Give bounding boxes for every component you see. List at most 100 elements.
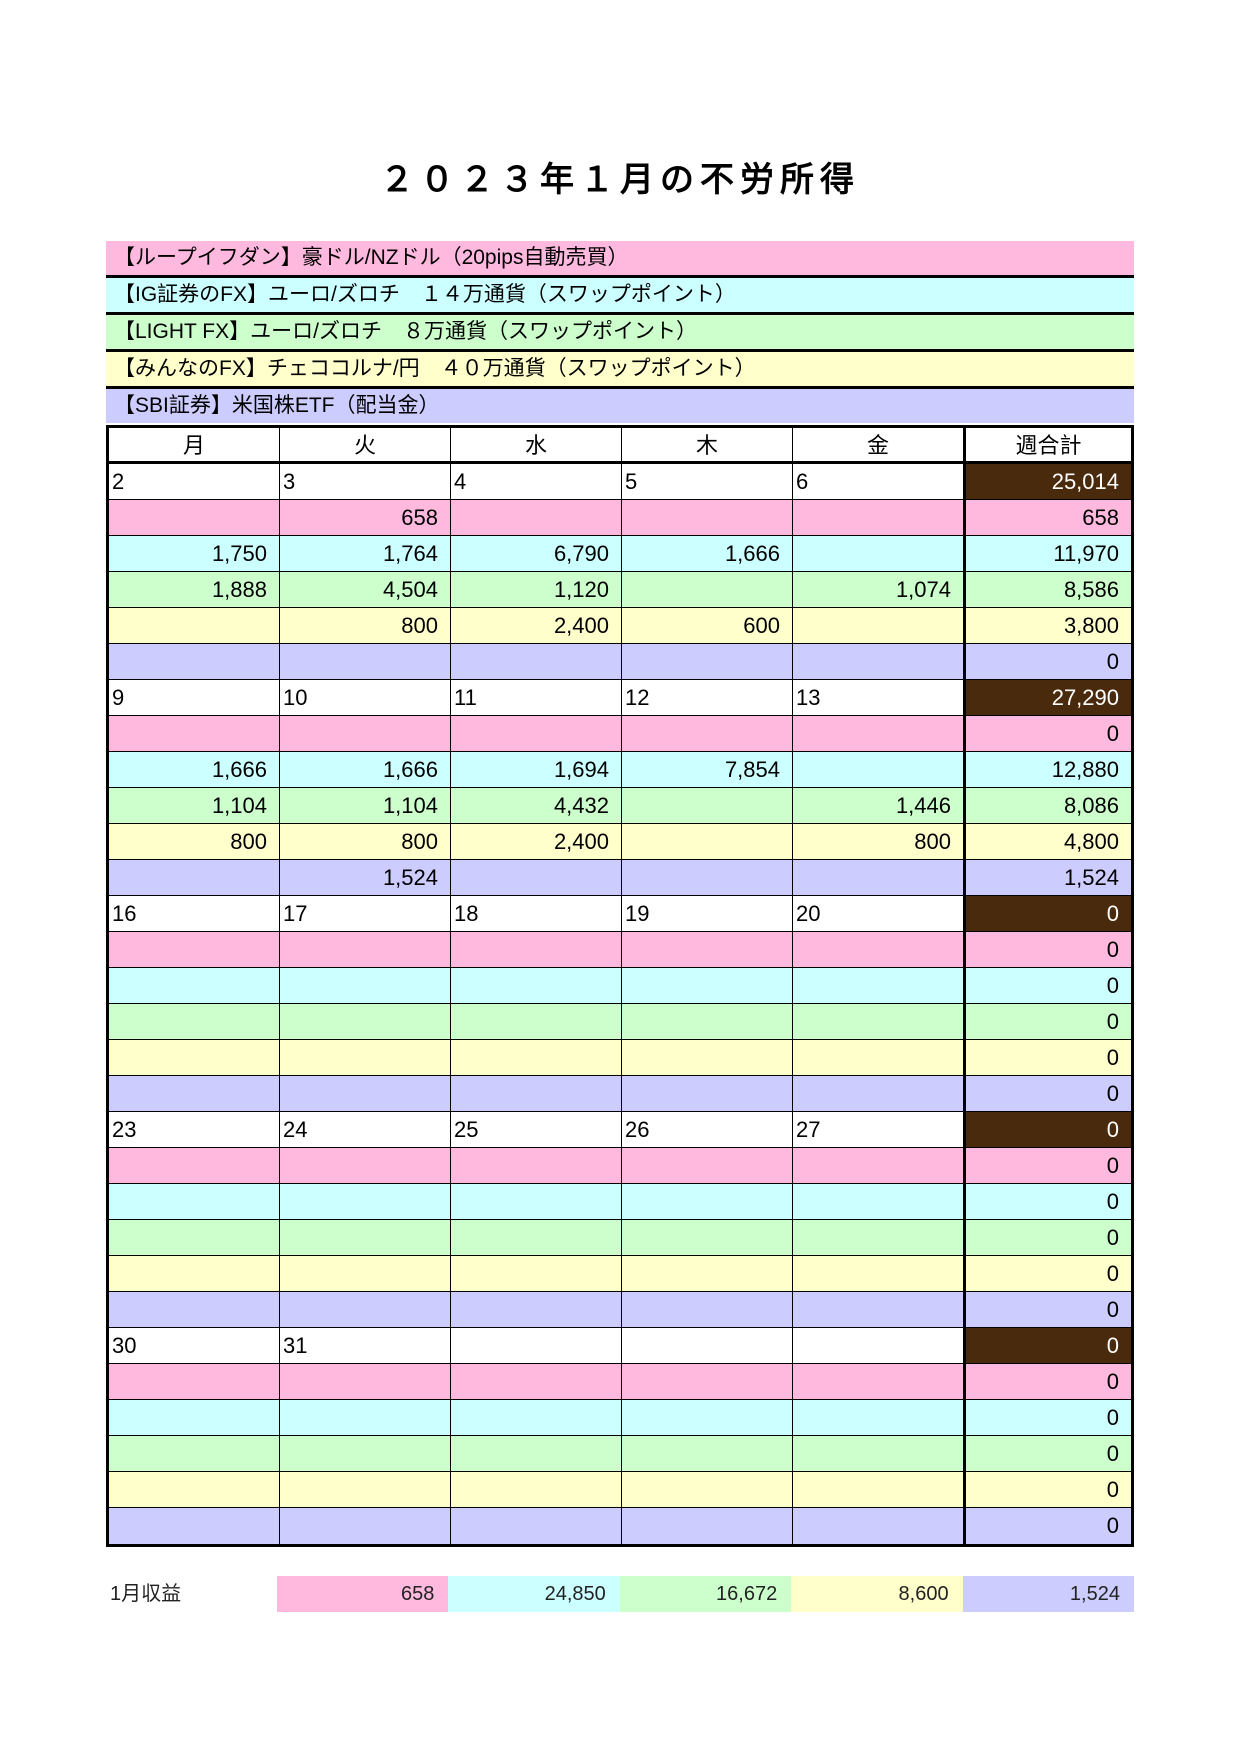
header-row: 月火水木金週合計 [109, 428, 1131, 464]
value-cell: 1,764 [280, 536, 451, 571]
week-total: 0 [964, 1328, 1131, 1363]
date-row: 9 10 11 12 13 27,290 [109, 680, 1131, 716]
row-total: 0 [964, 1364, 1131, 1399]
value-cell: 1,120 [451, 572, 622, 607]
value-cell [451, 1076, 622, 1111]
row-total: 0 [964, 1148, 1131, 1183]
summary-loopifdone: 658 [277, 1576, 449, 1612]
value-cell: 1,666 [280, 752, 451, 787]
value-cell: 4,432 [451, 788, 622, 823]
value-cell [109, 1364, 280, 1399]
table-row-ig-fx: 0 [109, 968, 1131, 1004]
table-row-loopifdone: 658 658 [109, 500, 1131, 536]
value-cell [451, 1472, 622, 1507]
row-total: 0 [964, 1292, 1131, 1327]
value-cell [793, 500, 964, 535]
table-row-ig-fx: 0 [109, 1184, 1131, 1220]
date-cell: 25 [451, 1112, 622, 1147]
value-cell [451, 1220, 622, 1255]
value-cell [622, 1508, 793, 1544]
row-total: 0 [964, 1508, 1131, 1544]
date-cell: 16 [109, 896, 280, 931]
value-cell [109, 1076, 280, 1111]
date-cell: 18 [451, 896, 622, 931]
value-cell [109, 860, 280, 895]
value-cell [109, 1148, 280, 1183]
value-cell [622, 1256, 793, 1291]
legend-loopifdone: 【ループイフダン】豪ドル/NZドル（20pips自動売買） [106, 241, 1134, 275]
value-cell [451, 1184, 622, 1219]
date-cell: 9 [109, 680, 280, 715]
legend-divider [106, 349, 1134, 353]
row-total: 0 [964, 1076, 1131, 1111]
value-cell: 800 [280, 608, 451, 643]
value-cell [793, 932, 964, 967]
table-row-sbi-etf: 0 [109, 644, 1131, 680]
value-cell [793, 752, 964, 787]
value-cell [280, 1436, 451, 1471]
value-cell [793, 1400, 964, 1435]
date-cell: 4 [451, 464, 622, 499]
value-cell: 2,400 [451, 824, 622, 859]
value-cell [109, 1040, 280, 1075]
summary-label: 1月収益 [110, 1583, 182, 1605]
date-row: 2 3 4 5 6 25,014 [109, 464, 1131, 500]
value-cell [109, 1004, 280, 1039]
legend-divider [106, 312, 1134, 316]
value-cell [622, 644, 793, 679]
value-cell: 2,400 [451, 608, 622, 643]
value-cell [109, 500, 280, 535]
value-cell [280, 1508, 451, 1544]
week-total: 25,014 [964, 464, 1131, 499]
value-cell: 600 [622, 608, 793, 643]
value-cell [109, 1184, 280, 1219]
value-cell [109, 1400, 280, 1435]
value-cell [793, 1040, 964, 1075]
value-cell [451, 1436, 622, 1471]
value-cell [793, 1508, 964, 1544]
value-cell [451, 1040, 622, 1075]
row-total: 0 [964, 1184, 1131, 1219]
value-cell [622, 824, 793, 859]
value-cell [793, 644, 964, 679]
header-cell: 週合計 [964, 428, 1131, 461]
value-cell [280, 1184, 451, 1219]
legend-sbi-etf: 【SBI証券】米国株ETF（配当金） [106, 389, 1134, 423]
table-row-loopifdone: 0 [109, 1364, 1131, 1400]
value-cell [622, 1292, 793, 1327]
value-cell: 1,750 [109, 536, 280, 571]
value-cell [451, 500, 622, 535]
value-cell [109, 644, 280, 679]
value-cell [793, 1292, 964, 1327]
value-cell [451, 716, 622, 751]
value-cell [622, 1148, 793, 1183]
value-cell [793, 716, 964, 751]
value-cell [280, 1004, 451, 1039]
value-cell [109, 932, 280, 967]
value-cell [793, 1436, 964, 1471]
table-row-minna-fx: 800 2,400 600 3,800 [109, 608, 1131, 644]
header-cell: 木 [622, 428, 793, 461]
value-cell [451, 1400, 622, 1435]
value-cell: 4,504 [280, 572, 451, 607]
row-total: 0 [964, 1472, 1131, 1507]
value-cell [793, 1364, 964, 1399]
week-total: 0 [964, 1112, 1131, 1147]
value-cell: 1,666 [109, 752, 280, 787]
table-row-ig-fx: 1,750 1,764 6,790 1,666 11,970 [109, 536, 1131, 572]
row-total: 0 [964, 1040, 1131, 1075]
value-cell [451, 1508, 622, 1544]
legend-ig-fx: 【IG証券のFX】ユーロ/ズロチ １４万通貨（スワップポイント） [106, 278, 1134, 312]
value-cell [280, 716, 451, 751]
value-cell [622, 788, 793, 823]
date-cell: 3 [280, 464, 451, 499]
value-cell [109, 1508, 280, 1544]
table-row-loopifdone: 0 [109, 1148, 1131, 1184]
row-total: 0 [964, 1400, 1131, 1435]
page-title: ２０２３年１月の不労所得 [380, 161, 860, 199]
header-cell: 水 [451, 428, 622, 461]
table-row-light-fx: 0 [109, 1004, 1131, 1040]
header-cell: 金 [793, 428, 964, 461]
table-row-minna-fx: 0 [109, 1040, 1131, 1076]
